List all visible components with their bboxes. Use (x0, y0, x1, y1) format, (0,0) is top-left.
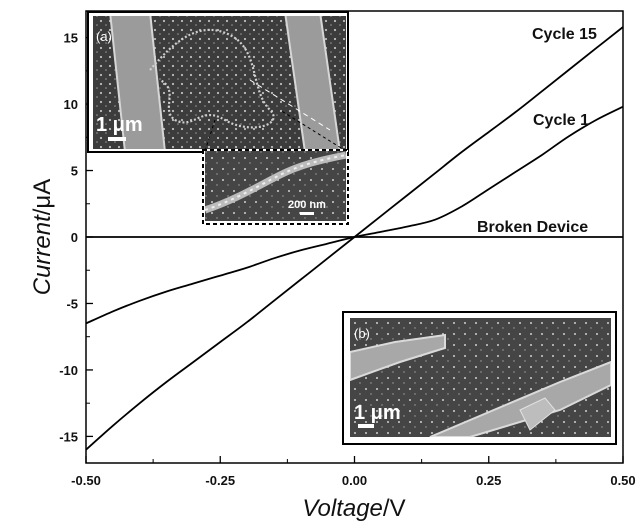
x-axis-title: Voltage/V (302, 495, 405, 521)
inset-a-label: (a) (96, 29, 112, 44)
x-axis-ticks: -0.50 -0.25 0.00 0.25 0.50 (71, 456, 636, 488)
x-tick-label: -0.25 (205, 473, 235, 488)
inset-b-scale-label: 1 μm (354, 402, 401, 424)
series-layer (85, 26, 624, 451)
series-label-cycle-1: Cycle 1 (533, 112, 589, 129)
x-tick-label: 0.00 (342, 473, 367, 488)
y-tick-label: -10 (59, 363, 78, 378)
y-tick-label: -15 (59, 429, 78, 444)
y-tick-label: 5 (71, 164, 78, 179)
inset-a-zoom-scale-bar (300, 212, 314, 215)
inset-b-sem-image: (b) 1 μm (342, 311, 617, 445)
x-tick-label: -0.50 (71, 473, 101, 488)
series-label-broken-device: Broken Device (477, 219, 588, 236)
inset-a-scale-bar (108, 137, 126, 141)
series-label-cycle-15: Cycle 15 (532, 26, 597, 43)
y-tick-label: 10 (64, 97, 78, 112)
inset-a-zoom-image: 200 nm (202, 109, 349, 225)
x-tick-label: 0.25 (476, 473, 501, 488)
y-axis-ticks: -15 -10 -5 0 5 10 15 (59, 31, 93, 444)
y-axis-title: Current/μA (29, 179, 56, 296)
x-tick-label: 0.50 (610, 473, 635, 488)
y-tick-label: -5 (66, 296, 78, 311)
y-tick-label: 15 (64, 31, 78, 46)
y-tick-label: 0 (71, 230, 78, 245)
inset-a-sem-image: (a) 1 μm (87, 11, 349, 153)
inset-a-zoom-scale-label: 200 nm (288, 199, 326, 211)
inset-b-scale-bar (358, 424, 374, 428)
inset-b-label: (b) (354, 326, 370, 341)
inset-a-scale-label: 1 μm (96, 114, 143, 136)
